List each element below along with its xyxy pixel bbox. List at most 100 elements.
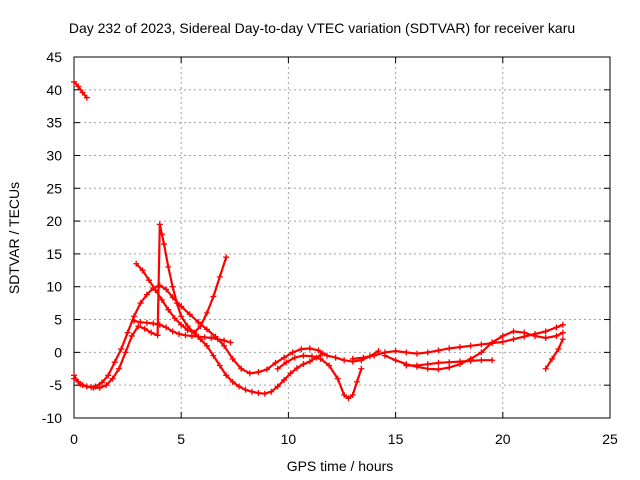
data-point: [298, 346, 305, 353]
data-point: [268, 388, 275, 395]
data-point: [261, 390, 268, 397]
y-tick-label: 25: [46, 180, 62, 196]
data-point: [150, 320, 157, 327]
x-tick-label: 5: [177, 431, 185, 447]
data-point: [555, 346, 562, 353]
y-tick-label: 30: [46, 147, 62, 163]
data-point: [156, 221, 163, 228]
data-point: [381, 352, 388, 359]
data-point: [152, 287, 159, 294]
data-point: [456, 358, 463, 365]
y-tick-label: 40: [46, 82, 62, 98]
data-point: [203, 326, 210, 333]
series-arc-d: [133, 254, 230, 336]
data-point: [289, 349, 296, 356]
data-point: [424, 361, 431, 368]
data-point: [146, 277, 153, 284]
y-tick-label: -10: [42, 410, 62, 426]
data-point: [118, 346, 125, 353]
x-axis-label: GPS time / hours: [287, 458, 394, 474]
data-point: [242, 386, 249, 393]
data-point: [178, 303, 185, 310]
y-tick-labels: -10 -5 0 5 10 15 20 25 30 35 40 45: [42, 49, 62, 426]
data-series: [71, 78, 566, 402]
data-point: [283, 359, 290, 366]
data-point: [341, 357, 348, 364]
data-point: [489, 357, 496, 364]
data-point: [137, 319, 144, 326]
data-point: [375, 348, 382, 355]
data-point: [184, 327, 191, 334]
data-point: [542, 365, 549, 372]
data-point: [203, 309, 210, 316]
data-point: [499, 332, 506, 339]
data-point: [161, 241, 168, 248]
plot-frame: [73, 56, 611, 419]
data-point: [128, 332, 135, 339]
data-point: [332, 354, 339, 361]
data-point: [281, 354, 288, 361]
series-arc-j: [542, 336, 566, 372]
y-tick-label: 0: [54, 344, 62, 360]
x-tick-labels: 0 5 10 15 20 25: [70, 431, 618, 447]
data-point: [510, 336, 517, 343]
data-point: [158, 296, 165, 303]
x-tick-label: 15: [388, 431, 404, 447]
data-point: [83, 94, 90, 101]
data-point: [308, 353, 315, 360]
x-tick-label: 20: [495, 431, 511, 447]
x-tick-label: 10: [281, 431, 297, 447]
data-point: [71, 375, 77, 382]
data-point: [137, 300, 144, 307]
data-point: [559, 329, 566, 336]
data-point: [98, 379, 105, 386]
data-point: [96, 384, 103, 391]
data-point: [210, 352, 217, 359]
data-point: [334, 375, 341, 382]
data-point: [208, 334, 215, 341]
data-point: [349, 355, 356, 362]
data-point: [510, 328, 517, 335]
data-point: [287, 370, 294, 377]
data-point: [489, 339, 496, 346]
data-point: [424, 349, 431, 356]
data-point: [414, 362, 421, 369]
data-point: [83, 383, 90, 390]
data-point: [323, 352, 330, 359]
data-point: [549, 355, 556, 362]
y-tick-label: 15: [46, 246, 62, 262]
data-point: [435, 366, 442, 373]
data-point: [163, 324, 170, 331]
series-arc-f: [274, 352, 365, 402]
series-line: [72, 80, 89, 99]
data-point: [553, 324, 560, 331]
data-point: [263, 366, 270, 373]
data-point: [446, 359, 453, 366]
data-point: [521, 329, 528, 336]
series-arc-i: [403, 357, 496, 369]
data-point: [154, 332, 161, 339]
data-point: [542, 328, 549, 335]
data-point: [216, 273, 223, 280]
data-point: [478, 341, 485, 348]
data-point: [229, 378, 236, 385]
series-arc-c: [71, 221, 326, 397]
series-line: [132, 319, 232, 344]
data-point: [116, 365, 123, 372]
data-point: [216, 362, 223, 369]
data-point: [360, 354, 367, 361]
y-tick-label: 5: [54, 312, 62, 328]
data-point: [306, 345, 313, 352]
data-point: [293, 365, 300, 372]
data-point: [71, 78, 77, 85]
data-point: [300, 352, 307, 359]
data-point: [173, 300, 180, 307]
data-point: [103, 382, 110, 389]
data-point: [171, 315, 178, 322]
data-point: [414, 350, 421, 357]
data-point: [195, 319, 202, 326]
data-point: [210, 293, 217, 300]
data-point: [559, 336, 566, 343]
gridlines: [74, 57, 610, 418]
